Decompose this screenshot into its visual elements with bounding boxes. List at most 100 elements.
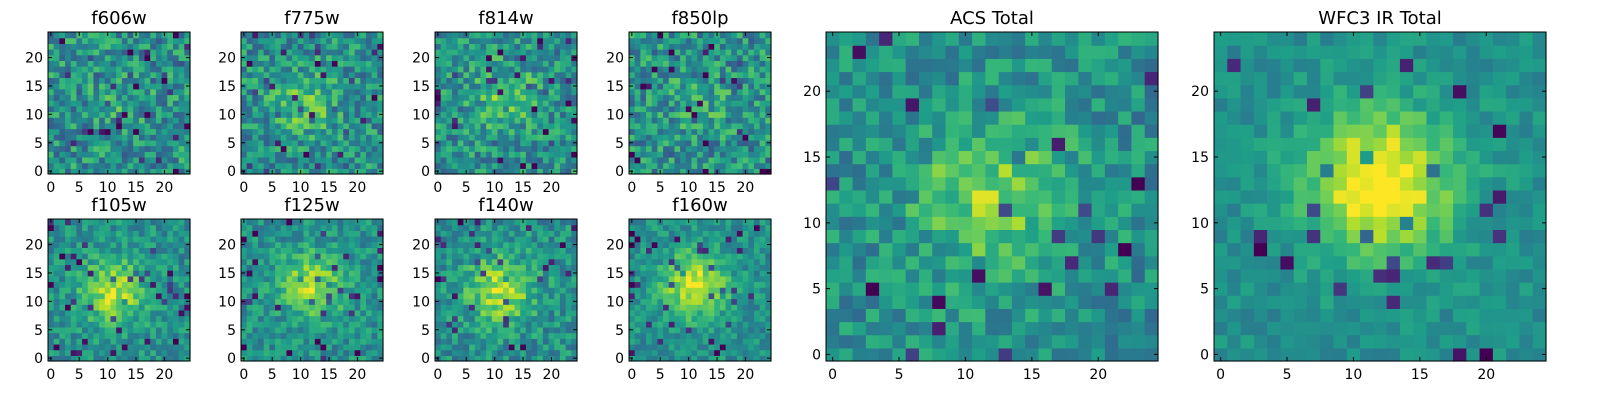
heatmap-cell: [571, 71, 578, 79]
heatmap-cell: [269, 145, 276, 152]
heatmap-cell: [144, 298, 151, 305]
heatmap-cell: [121, 292, 129, 300]
heatmap-cell: [514, 326, 521, 334]
heatmap-cell: [348, 349, 356, 356]
heatmap-cell: [674, 355, 681, 362]
heatmap-cell: [178, 241, 185, 248]
heatmap-cell: [82, 43, 89, 50]
heatmap-cell: [138, 241, 146, 248]
heatmap-cell: [714, 77, 721, 84]
heatmap-cell: [559, 49, 567, 56]
heatmap-cell: [48, 309, 55, 317]
heatmap-cell: [440, 287, 447, 294]
heatmap-cell: [48, 66, 55, 73]
heatmap-cell: [150, 43, 157, 50]
heatmap-cell: [93, 37, 100, 44]
heatmap-cell: [371, 236, 378, 243]
heatmap-cell: [365, 247, 373, 254]
x-tick-label: 10: [99, 367, 117, 383]
heatmap-cell: [640, 37, 647, 44]
heatmap-cell: [48, 304, 55, 311]
heatmap-cell: [155, 343, 163, 351]
heatmap-cell: [65, 253, 72, 260]
heatmap-cell: [70, 355, 77, 362]
heatmap-cell: [178, 71, 185, 79]
heatmap-cell: [503, 122, 510, 130]
heatmap-cell: [714, 326, 721, 334]
heatmap-cell: [377, 309, 384, 317]
heatmap-cell: [82, 275, 89, 283]
heatmap-cell: [554, 60, 561, 67]
heatmap-cell: [172, 49, 180, 56]
heatmap-cell: [463, 151, 470, 158]
heatmap-cell: [759, 122, 766, 130]
heatmap-cell: [377, 32, 384, 39]
heatmap-cell: [435, 66, 442, 73]
heatmap-cell: [252, 236, 259, 243]
heatmap-cell: [663, 151, 670, 158]
heatmap-cell: [116, 83, 123, 90]
heatmap-cell: [53, 94, 60, 101]
heatmap-cell: [736, 49, 744, 56]
heatmap-cell: [668, 321, 676, 328]
heatmap-cell: [258, 236, 265, 243]
heatmap-cell: [99, 94, 106, 101]
heatmap-cell: [457, 100, 464, 107]
heatmap-cell: [725, 292, 732, 300]
heatmap-cell: [275, 230, 282, 237]
heatmap-cell: [531, 100, 538, 107]
heatmap-cell: [292, 71, 299, 79]
heatmap-cell: [503, 139, 510, 147]
heatmap-cell: [668, 156, 676, 164]
heatmap-cell: [48, 43, 55, 50]
heatmap-cell: [719, 139, 727, 147]
heatmap-cell: [354, 111, 361, 118]
heatmap-cell: [759, 83, 766, 90]
heatmap-cell: [537, 145, 544, 152]
heatmap-cell: [53, 83, 60, 90]
heatmap-cell: [252, 139, 259, 147]
heatmap-cell: [365, 304, 373, 311]
heatmap-cell: [719, 338, 727, 345]
heatmap-cell: [354, 264, 361, 271]
heatmap-cell: [138, 145, 146, 152]
heatmap-cell: [646, 49, 653, 56]
heatmap-cell: [680, 111, 687, 118]
heatmap-cell: [497, 122, 504, 130]
heatmap-cell: [542, 49, 550, 56]
heatmap-cell: [172, 122, 180, 130]
heatmap-cell: [474, 338, 482, 345]
heatmap-cell: [719, 128, 727, 135]
heatmap-cell: [252, 43, 259, 50]
heatmap-cell: [736, 128, 744, 135]
heatmap-cell: [651, 94, 658, 101]
heatmap-cell: [371, 292, 378, 300]
heatmap-cell: [697, 111, 704, 118]
heatmap-cell: [252, 270, 259, 277]
heatmap-cell: [486, 54, 493, 61]
heatmap-cell: [646, 343, 653, 351]
heatmap-cell: [446, 105, 453, 113]
heatmap-cell: [457, 151, 464, 158]
heatmap-cell: [365, 343, 373, 351]
heatmap-cell: [640, 304, 647, 311]
heatmap-cell: [48, 264, 55, 271]
heatmap-cell: [280, 156, 288, 164]
heatmap-cell: [571, 117, 578, 124]
heatmap-cell: [371, 281, 378, 288]
heatmap-cell: [76, 60, 83, 67]
heatmap-cell: [65, 315, 72, 322]
heatmap-cell: [646, 355, 653, 362]
heatmap-cell: [435, 100, 442, 107]
heatmap-cell: [629, 304, 636, 311]
heatmap-cell: [161, 134, 168, 141]
heatmap-cell: [53, 151, 60, 158]
heatmap-cell: [668, 49, 676, 56]
heatmap-cell: [167, 309, 174, 317]
heatmap-cell: [691, 60, 698, 67]
heatmap-cell: [525, 134, 533, 141]
heatmap-cell: [742, 100, 749, 107]
heatmap-cell: [241, 247, 248, 254]
heatmap-cell: [48, 281, 55, 288]
heatmap-cell: [309, 168, 316, 175]
